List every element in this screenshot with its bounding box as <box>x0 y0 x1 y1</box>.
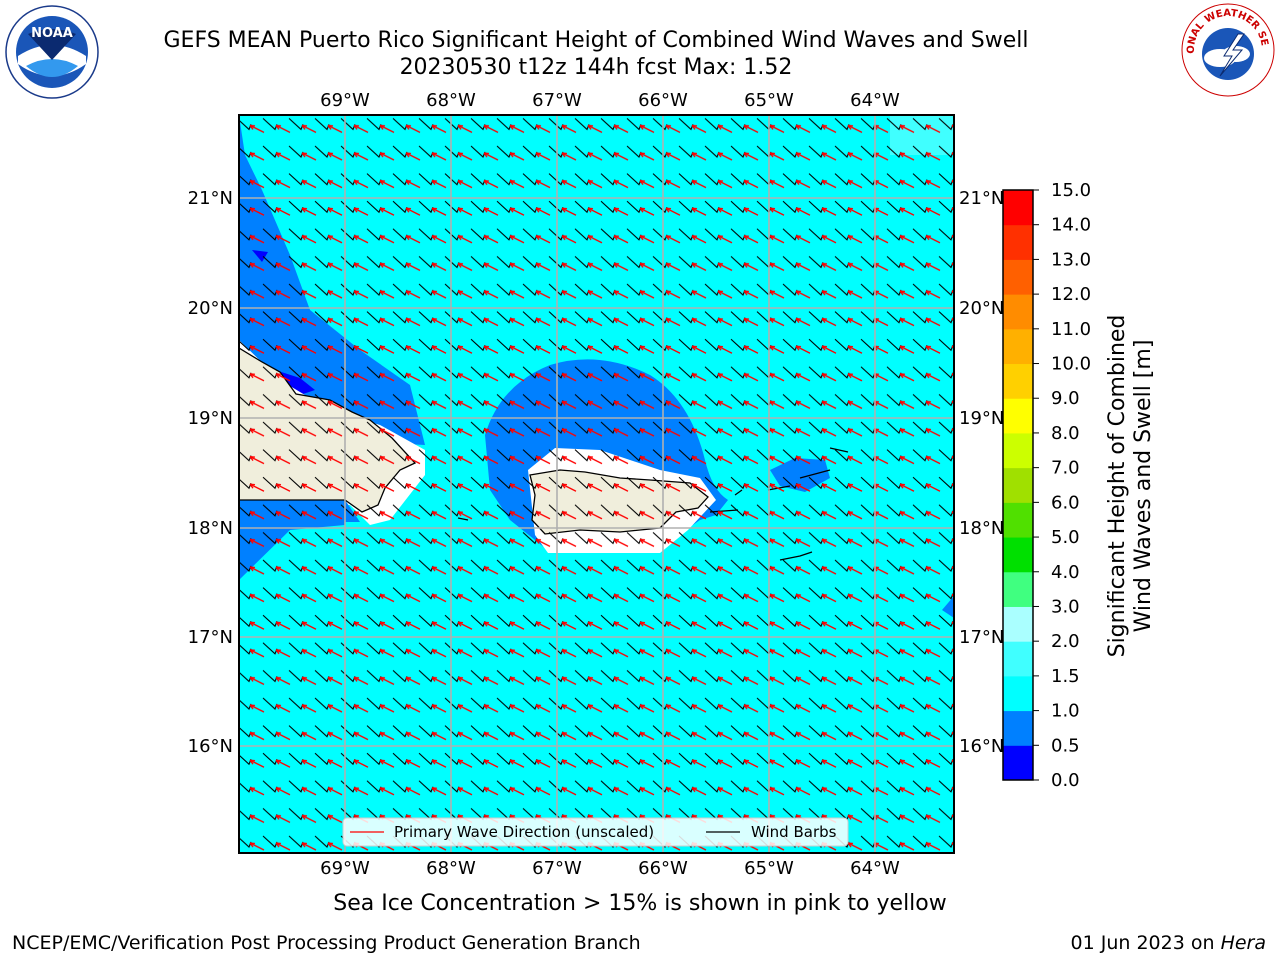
lon-bottom-66: 66°W <box>638 858 688 879</box>
colorbar-tick-label: 1.0 <box>1051 701 1080 722</box>
colorbar-segment <box>1003 606 1033 642</box>
lat-left-18: 18°N <box>188 518 233 539</box>
colorbar-segment <box>1003 294 1033 330</box>
lon-bottom-67: 67°W <box>532 858 582 879</box>
lat-left-16: 16°N <box>188 736 233 757</box>
lat-left-21: 21°N <box>188 188 233 209</box>
lat-right-21: 21°N <box>959 188 1004 209</box>
legend-barb-label: Wind Barbs <box>751 823 837 841</box>
colorbar-tick-label: 9.0 <box>1051 388 1080 409</box>
colorbar-tick-label: 7.0 <box>1051 458 1080 479</box>
colorbar-tick-label: 14.0 <box>1051 215 1091 236</box>
colorbar-tick-label: 1.5 <box>1051 666 1080 687</box>
colorbar-tick-label: 5.0 <box>1051 527 1080 548</box>
colorbar-segment <box>1003 675 1033 712</box>
lat-right-18: 18°N <box>959 518 1004 539</box>
colorbar-label-line1: Significant Height of Combined <box>1105 315 1130 658</box>
lat-left-19: 19°N <box>188 408 233 429</box>
colorbar-segment <box>1003 224 1033 260</box>
colorbar-tick-label: 10.0 <box>1051 354 1091 375</box>
colorbar-segment <box>1003 190 1033 226</box>
colorbar-segment <box>1003 537 1033 573</box>
axis-labels: 69°W 68°W 67°W 66°W 65°W 64°W 69°W 68°W … <box>188 90 1005 879</box>
map-field <box>239 115 954 853</box>
footer-date: 01 Jun 2023 on <box>1070 932 1221 954</box>
colorbar-segment <box>1003 710 1033 746</box>
lon-top-64: 64°W <box>850 90 900 111</box>
colorbar: 0.0 0.5 1.0 1.5 2.0 3.0 4.0 5.0 6.0 7.0 8.0 9.0 10.0… <box>1002 180 1091 791</box>
colorbar-segment <box>1003 363 1033 399</box>
colorbar-tick-label: 0.0 <box>1051 770 1080 791</box>
map-legend: Primary Wave Direction (unscaled) Wind B… <box>342 817 849 847</box>
noaa-logo-text: NOAA <box>31 26 73 41</box>
lat-right-20: 20°N <box>959 298 1004 319</box>
lon-top-69: 69°W <box>320 90 370 111</box>
lat-left-20: 20°N <box>188 298 233 319</box>
colorbar-tick-label: 2.0 <box>1051 631 1080 652</box>
colorbar-tick-label: 12.0 <box>1051 284 1091 305</box>
colorbar-segment <box>1003 571 1033 607</box>
colorbar-segment <box>1003 502 1033 538</box>
colorbar-tick-label: 0.5 <box>1051 735 1080 756</box>
footer-left: NCEP/EMC/Verification Post Processing Pr… <box>12 932 641 954</box>
colorbar-tick-label: 3.0 <box>1051 596 1080 617</box>
map-frame <box>238 114 955 854</box>
sea-ice-note: Sea Ice Concentration > 15% is shown in … <box>333 891 947 916</box>
lat-right-16: 16°N <box>959 736 1004 757</box>
colorbar-tick-label: 4.0 <box>1051 562 1080 583</box>
chart-title: GEFS MEAN Puerto Rico Significant Height… <box>163 28 1029 53</box>
lat-right-19: 19°N <box>959 408 1004 429</box>
lon-top-65: 65°W <box>744 90 794 111</box>
gridlines <box>239 115 954 853</box>
lon-top-66: 66°W <box>638 90 688 111</box>
colorbar-tick-label: 13.0 <box>1051 249 1091 270</box>
colorbar-segment <box>1003 432 1033 469</box>
colorbar-segment <box>1003 641 1033 677</box>
colorbar-label-line2: Wind Waves and Swell [m] <box>1131 340 1156 633</box>
lon-bottom-64: 64°W <box>850 858 900 879</box>
colorbar-tick-label: 15.0 <box>1051 180 1091 201</box>
footer-right: 01 Jun 2023 on Hera <box>1071 932 1266 954</box>
footer-host: Hera <box>1220 932 1266 954</box>
lon-top-67: 67°W <box>532 90 582 111</box>
colorbar-frame <box>1002 189 1034 781</box>
chart-subtitle: 20230530 t12z 144h fcst Max: 1.52 <box>399 55 793 80</box>
colorbar-segment <box>1003 259 1033 295</box>
colorbar-segment <box>1003 745 1033 781</box>
nws-logo: NATIONAL WEATHER SERVICE <box>1180 2 1275 97</box>
lon-top-68: 68°W <box>426 90 476 111</box>
colorbar-segment <box>1003 467 1033 503</box>
lat-left-17: 17°N <box>188 627 233 648</box>
lon-bottom-69: 69°W <box>320 858 370 879</box>
noaa-logo: NOAA <box>5 5 99 99</box>
legend-wave-label: Primary Wave Direction (unscaled) <box>394 823 654 841</box>
wave-direction-field <box>239 115 954 853</box>
lon-bottom-65: 65°W <box>744 858 794 879</box>
colorbar-segment <box>1003 398 1033 434</box>
colorbar-tick-label: 8.0 <box>1051 423 1080 444</box>
lon-bottom-68: 68°W <box>426 858 476 879</box>
colorbar-tick-label: 6.0 <box>1051 492 1080 513</box>
colorbar-tick-label: 11.0 <box>1051 319 1091 340</box>
colorbar-segment <box>1003 328 1033 365</box>
lat-right-17: 17°N <box>959 627 1004 648</box>
